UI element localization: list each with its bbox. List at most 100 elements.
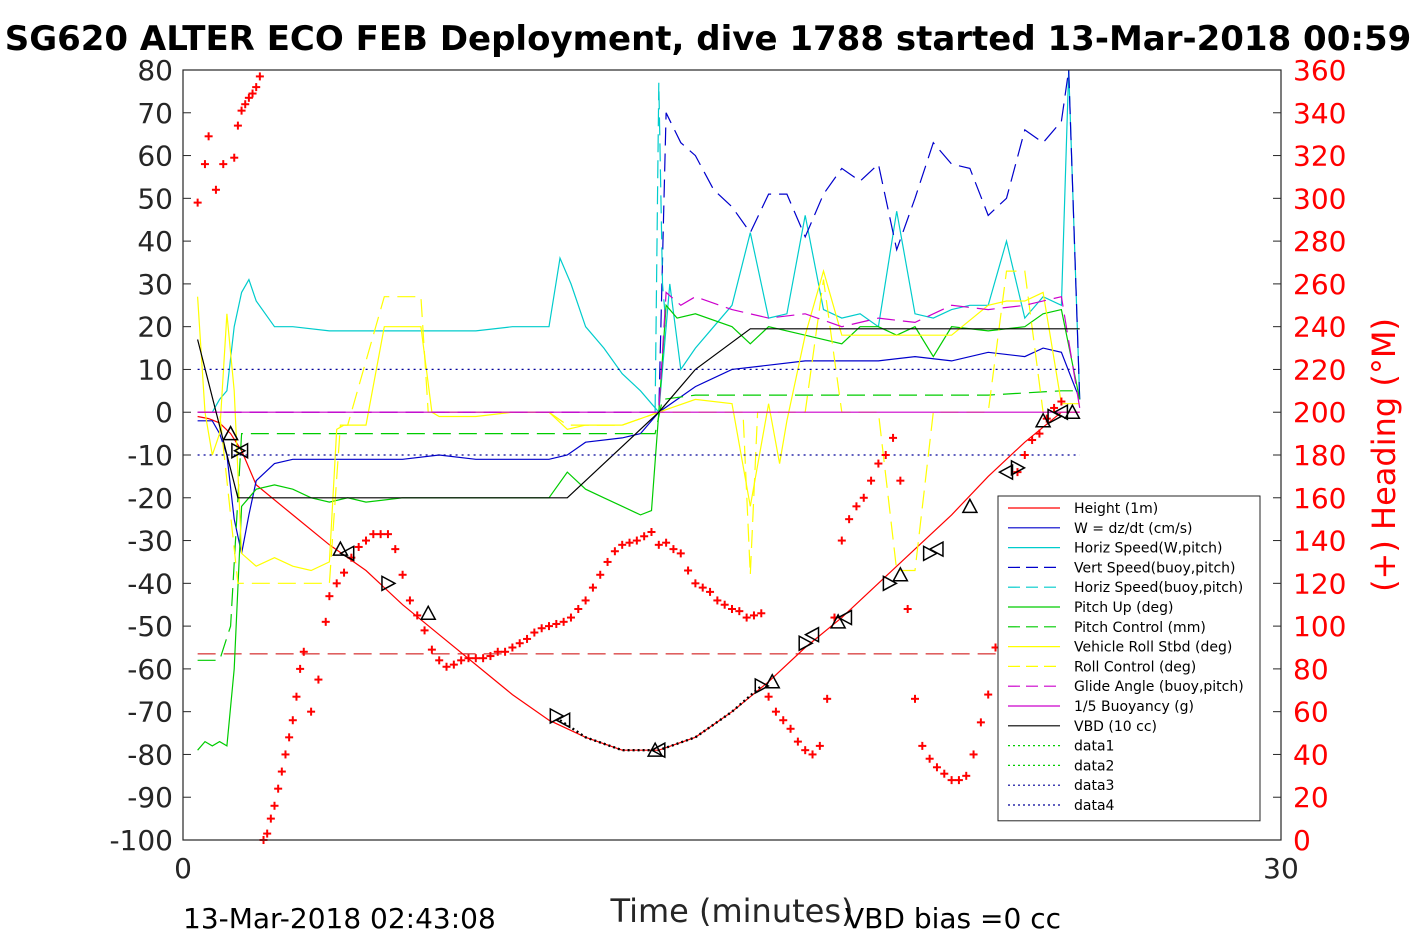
left-y-tick-label: 30 xyxy=(137,268,173,301)
left-y-tick-label: -90 xyxy=(127,781,173,814)
left-y-tick-label: -40 xyxy=(127,567,173,600)
heading-marker xyxy=(867,476,876,485)
heading-marker xyxy=(398,570,407,579)
heading-marker xyxy=(369,530,378,539)
heading-marker xyxy=(325,592,334,601)
heading-marker xyxy=(362,536,370,545)
heading-marker xyxy=(219,160,228,169)
heading-marker xyxy=(823,694,832,703)
legend-label: data4 xyxy=(1074,798,1115,814)
heading-marker xyxy=(896,476,905,485)
heading-marker xyxy=(698,583,707,592)
right-y-tick-label: 60 xyxy=(1293,696,1329,729)
heading-marker xyxy=(757,609,766,618)
left-y-tick-label: -10 xyxy=(127,439,173,472)
legend-box xyxy=(997,495,1261,822)
heading-marker xyxy=(391,545,400,554)
heading-marker xyxy=(574,605,583,613)
heading-marker xyxy=(1028,436,1037,445)
heading-marker xyxy=(984,690,993,699)
heading-marker xyxy=(654,540,663,549)
legend-label: Roll Control (deg) xyxy=(1074,659,1196,675)
heading-marker xyxy=(537,624,546,633)
heading-marker xyxy=(340,568,349,577)
heading-marker xyxy=(233,121,242,130)
heading-marker xyxy=(244,93,253,102)
heading-marker xyxy=(969,750,978,759)
heading-marker xyxy=(204,132,213,141)
heading-marker xyxy=(332,579,341,588)
triangle-marker xyxy=(650,741,666,759)
heading-marker xyxy=(976,718,985,727)
heading-marker xyxy=(845,515,854,524)
heading-marker xyxy=(255,72,264,81)
right-y-axis: 3603403203002802602402202001801601401201… xyxy=(1273,54,1346,857)
heading-marker xyxy=(1035,429,1044,438)
right-y-tick-label: 300 xyxy=(1293,182,1346,215)
heading-marker xyxy=(676,549,685,558)
triangle-marker xyxy=(961,497,979,514)
triangle-marker xyxy=(339,545,355,562)
heading-marker xyxy=(728,605,736,613)
heading-marker xyxy=(420,626,429,635)
series-line-8 xyxy=(197,270,1080,584)
heading-marker xyxy=(771,707,780,716)
heading-marker xyxy=(299,647,308,656)
x-tick-label: 0 xyxy=(174,852,192,885)
right-y-tick-label: 340 xyxy=(1293,97,1346,130)
legend-label: data2 xyxy=(1074,758,1114,774)
triangle-marker xyxy=(232,442,249,459)
heading-marker xyxy=(545,622,553,631)
triangle-marker xyxy=(829,613,847,629)
legend-label: Glide Angle (buoy,pitch) xyxy=(1074,679,1244,695)
heading-marker xyxy=(779,716,788,725)
heading-marker xyxy=(292,692,301,701)
heading-marker xyxy=(706,587,715,596)
heading-marker xyxy=(881,451,890,459)
left-y-tick-label: 20 xyxy=(137,311,173,344)
heading-marker xyxy=(669,545,678,554)
heading-marker xyxy=(307,707,316,716)
heading-marker xyxy=(749,611,758,620)
heading-marker xyxy=(274,784,283,793)
heading-marker xyxy=(515,639,524,648)
heading-marker xyxy=(354,542,363,551)
heading-marker xyxy=(405,596,414,605)
heading-marker xyxy=(200,160,209,169)
triangle-marker xyxy=(231,442,247,459)
triangle-marker xyxy=(798,634,814,652)
heading-marker xyxy=(523,634,532,643)
heading-marker xyxy=(435,656,444,665)
right-y-axis-label: (+) Heading (°M) xyxy=(1365,318,1403,592)
heading-marker xyxy=(211,185,220,194)
heading-marker xyxy=(815,741,824,750)
series-line-11 xyxy=(197,328,1080,499)
heading-marker xyxy=(786,724,795,733)
heading-marker xyxy=(713,596,722,605)
heading-marker xyxy=(296,664,305,673)
chart-title: SG620 ALTER ECO FEB Deployment, dive 178… xyxy=(5,19,1412,59)
right-y-tick-label: 40 xyxy=(1293,738,1329,771)
right-y-tick-label: 240 xyxy=(1293,311,1346,344)
heading-marker xyxy=(552,619,561,628)
x-axis-label: Time (minutes) xyxy=(610,892,854,930)
heading-marker xyxy=(764,692,773,701)
heading-marker xyxy=(479,654,488,663)
heading-marker xyxy=(859,493,868,502)
right-y-tick-label: 320 xyxy=(1293,140,1346,173)
right-y-tick-label: 160 xyxy=(1293,482,1346,515)
heading-marker xyxy=(457,656,466,665)
plot-frame xyxy=(182,69,1282,841)
heading-marker xyxy=(530,628,539,637)
footer-timestamp: 13-Mar-2018 02:43:08 xyxy=(183,902,496,935)
heading-marker xyxy=(277,767,286,776)
heading-marker xyxy=(632,536,641,545)
heading-marker xyxy=(471,654,480,663)
heading-marker xyxy=(852,502,861,511)
heading-marker xyxy=(596,570,605,579)
left-y-tick-label: -80 xyxy=(127,738,173,771)
left-y-tick-label: 60 xyxy=(137,140,173,173)
left-y-tick-label: 80 xyxy=(137,54,173,87)
heading-marker xyxy=(808,750,817,759)
heading-marker xyxy=(625,538,634,547)
